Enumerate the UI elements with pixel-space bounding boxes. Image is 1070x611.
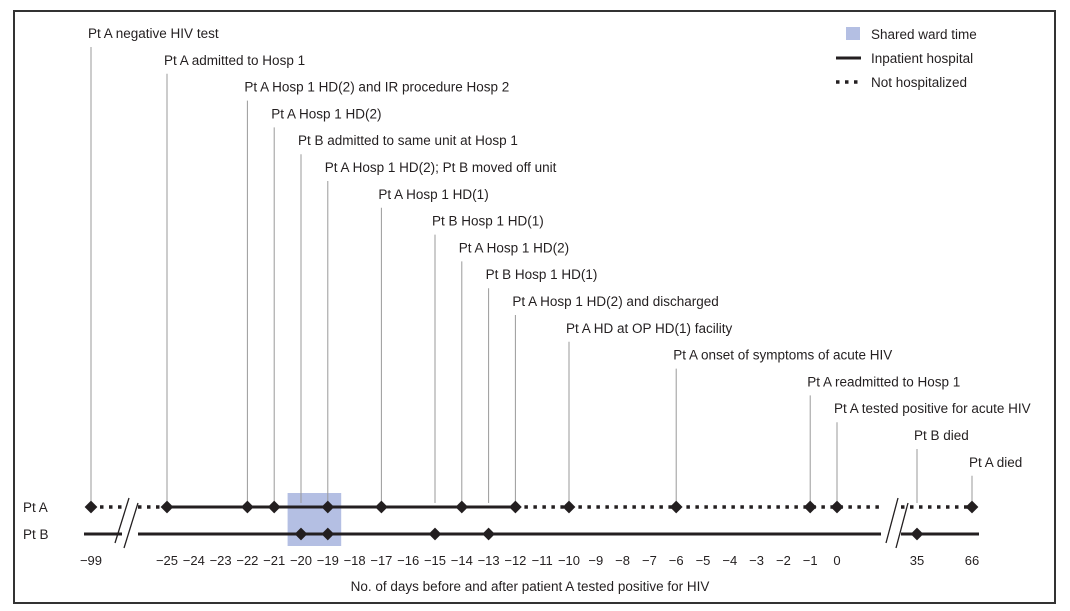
x-tick-label: −2 xyxy=(776,553,791,568)
annotation-label: Pt B Hosp 1 HD(1) xyxy=(486,267,598,282)
legend-label: Shared ward time xyxy=(871,27,977,42)
x-tick-label: 35 xyxy=(910,553,924,568)
x-tick-label: −8 xyxy=(615,553,630,568)
event-marker xyxy=(428,527,442,541)
annotation-label: Pt A Hosp 1 HD(2); Pt B moved off unit xyxy=(325,160,557,175)
annotation-label: Pt B admitted to same unit at Hosp 1 xyxy=(298,133,518,148)
event-marker xyxy=(482,527,495,541)
x-tick-label: −1 xyxy=(803,553,818,568)
legend-label: Not hospitalized xyxy=(871,75,967,90)
annotation-label: Pt A Hosp 1 HD(1) xyxy=(378,187,488,202)
x-tick-label: −14 xyxy=(451,553,473,568)
legend-swatch-shaded xyxy=(846,27,860,40)
event-marker xyxy=(830,500,844,514)
event-marker xyxy=(669,500,683,514)
series-label: Pt B xyxy=(23,527,49,542)
x-tick-label: −16 xyxy=(397,553,419,568)
annotation-label: Pt A died xyxy=(969,455,1022,470)
event-marker xyxy=(455,500,469,514)
axis-break-mark xyxy=(114,497,130,544)
x-tick-label: −10 xyxy=(558,553,580,568)
annotation-label: Pt A negative HIV test xyxy=(88,26,219,41)
legend-label: Inpatient hospital xyxy=(871,51,973,66)
x-tick-label: −18 xyxy=(344,553,366,568)
axis-break-mark xyxy=(895,502,909,549)
chart-frame xyxy=(13,10,1056,604)
x-tick-label: −20 xyxy=(290,553,312,568)
annotation-label: Pt A HD at OP HD(1) facility xyxy=(566,321,733,336)
shared-ward-shading xyxy=(287,493,342,546)
x-tick-label: −6 xyxy=(669,553,684,568)
event-marker xyxy=(965,500,979,514)
x-tick-label: −12 xyxy=(504,553,526,568)
annotation-label: Pt B Hosp 1 HD(1) xyxy=(432,214,544,229)
x-tick-label: −11 xyxy=(532,553,553,568)
x-tick-label: −15 xyxy=(424,553,446,568)
event-marker xyxy=(910,527,924,541)
x-axis-label: No. of days before and after patient A t… xyxy=(351,579,710,594)
axis-break-mark xyxy=(885,497,899,544)
x-tick-label: −23 xyxy=(210,553,232,568)
x-tick-label: −17 xyxy=(370,553,392,568)
annotation-label: Pt A Hosp 1 HD(2) xyxy=(459,240,569,255)
x-tick-label: −22 xyxy=(236,553,258,568)
annotation-label: Pt A Hosp 1 HD(2) xyxy=(271,106,381,121)
x-tick-label: 0 xyxy=(833,553,840,568)
x-tick-label: −4 xyxy=(722,553,737,568)
annotation-label: Pt A admitted to Hosp 1 xyxy=(164,53,305,68)
event-marker xyxy=(562,500,576,514)
annotation-label: Pt A tested positive for acute HIV xyxy=(834,401,1031,416)
series-label: Pt A xyxy=(23,500,48,515)
event-marker xyxy=(509,500,522,514)
event-marker xyxy=(241,500,254,514)
x-tick-label: −99 xyxy=(80,553,102,568)
x-tick-label: 66 xyxy=(965,553,979,568)
x-tick-label: −9 xyxy=(588,553,603,568)
x-tick-label: −25 xyxy=(156,553,178,568)
x-tick-label: −13 xyxy=(478,553,500,568)
event-marker xyxy=(321,500,335,514)
x-tick-label: −5 xyxy=(696,553,711,568)
x-tick-label: −24 xyxy=(183,553,205,568)
event-marker xyxy=(160,500,174,514)
x-tick-label: −7 xyxy=(642,553,657,568)
event-marker xyxy=(84,500,98,514)
event-marker xyxy=(375,500,388,514)
annotation-label: Pt A onset of symptoms of acute HIV xyxy=(673,348,892,363)
x-tick-label: −3 xyxy=(749,553,764,568)
annotation-label: Pt A readmitted to Hosp 1 xyxy=(807,374,960,389)
x-tick-label: −21 xyxy=(263,553,285,568)
event-marker xyxy=(803,500,817,514)
annotation-label: Pt B died xyxy=(914,428,969,443)
annotation-label: Pt A Hosp 1 HD(2) and IR procedure Hosp … xyxy=(244,80,509,95)
event-marker xyxy=(267,500,281,514)
axis-break-mark xyxy=(123,502,139,549)
annotation-label: Pt A Hosp 1 HD(2) and discharged xyxy=(512,294,718,309)
x-tick-label: −19 xyxy=(317,553,339,568)
